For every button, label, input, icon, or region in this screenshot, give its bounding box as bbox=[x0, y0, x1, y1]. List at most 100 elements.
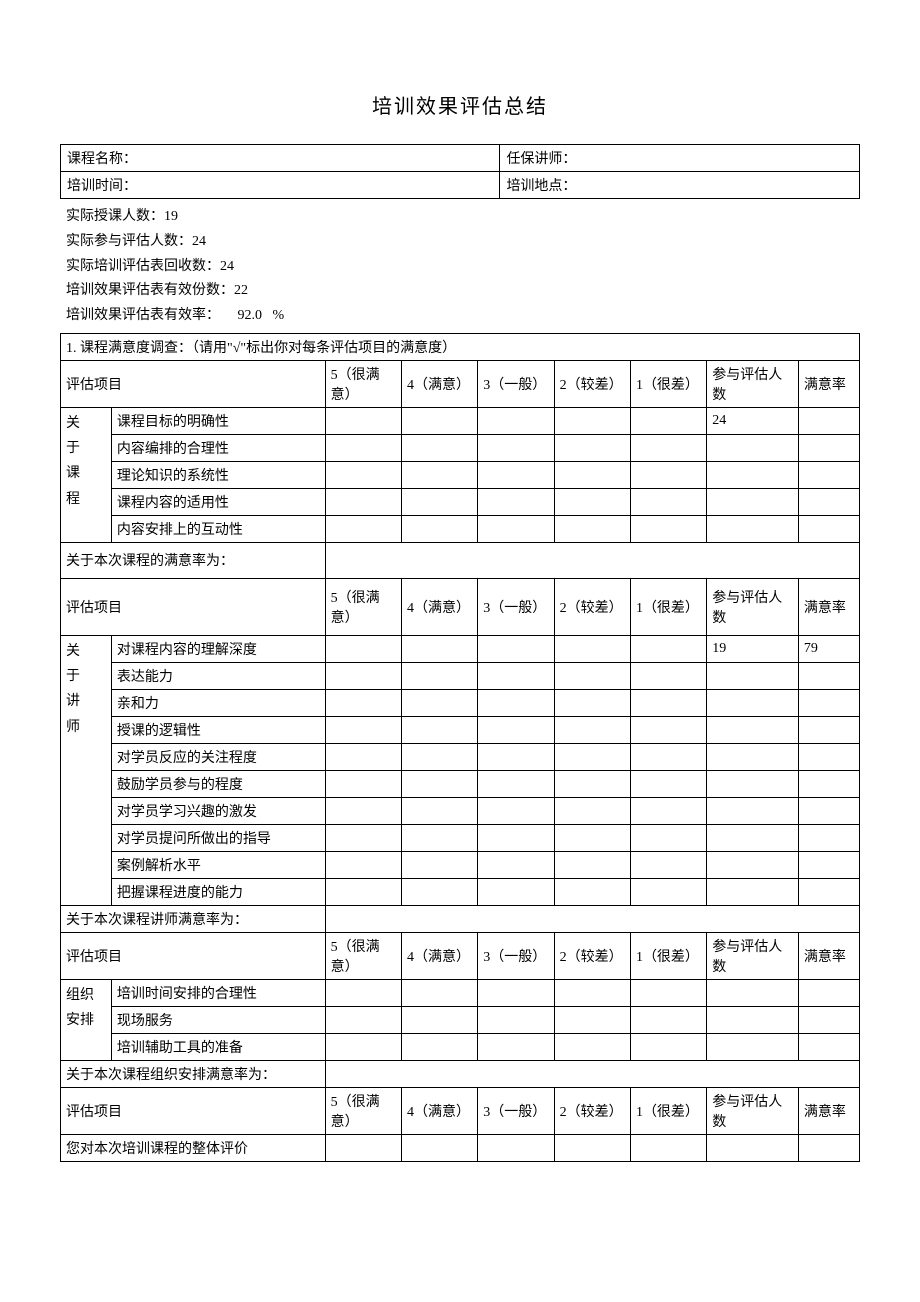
participants-cell: 19 bbox=[707, 635, 799, 662]
table-row: 把握课程进度的能力 bbox=[61, 878, 860, 905]
stat-eval: 实际参与评估人数：24 bbox=[66, 230, 854, 254]
rating-cell bbox=[325, 824, 401, 851]
item-label: 对学员学习兴趣的激发 bbox=[111, 797, 325, 824]
col-participants: 参与评估人数 bbox=[707, 360, 799, 407]
item-label: 对学员反应的关注程度 bbox=[111, 743, 325, 770]
rating-cell bbox=[401, 407, 477, 434]
rating-cell bbox=[401, 716, 477, 743]
rating-cell bbox=[401, 878, 477, 905]
col-satisfaction: 满意率 bbox=[798, 1087, 859, 1134]
participants-cell bbox=[707, 1134, 799, 1161]
rating-cell bbox=[325, 716, 401, 743]
rating-cell bbox=[554, 662, 630, 689]
table-row: 内容编排的合理性 bbox=[61, 434, 860, 461]
rating-cell bbox=[554, 716, 630, 743]
rating-cell bbox=[401, 1134, 477, 1161]
col-r5: 5（很满意） bbox=[325, 360, 401, 407]
rating-cell bbox=[630, 407, 706, 434]
rating-cell bbox=[630, 851, 706, 878]
rating-cell bbox=[325, 979, 401, 1006]
item-label: 对学员提问所做出的指导 bbox=[111, 824, 325, 851]
rating-cell bbox=[401, 515, 477, 542]
rate-cell bbox=[798, 878, 859, 905]
item-label: 培训辅助工具的准备 bbox=[111, 1033, 325, 1060]
participants-cell bbox=[707, 979, 799, 1006]
rate-cell bbox=[798, 851, 859, 878]
col-r2: 2（较差） bbox=[554, 1087, 630, 1134]
summary-label: 关于本次课程组织安排满意率为： bbox=[61, 1060, 326, 1087]
rating-cell bbox=[554, 515, 630, 542]
table-row: 表达能力 bbox=[61, 662, 860, 689]
rating-cell bbox=[401, 434, 477, 461]
rate-cell bbox=[798, 1033, 859, 1060]
table-row: 关 于 讲 师 对课程内容的理解深度 19 79 bbox=[61, 635, 860, 662]
rating-cell bbox=[478, 635, 554, 662]
table-row: 组织 安排 培训时间安排的合理性 bbox=[61, 979, 860, 1006]
rating-cell bbox=[554, 689, 630, 716]
col-r3: 3（一般） bbox=[478, 932, 554, 979]
col-eval-item: 评估项目 bbox=[61, 1087, 326, 1134]
section1-summary: 关于本次课程的满意率为： bbox=[61, 542, 860, 578]
item-label: 内容编排的合理性 bbox=[111, 434, 325, 461]
participants-cell bbox=[707, 689, 799, 716]
rate-cell bbox=[798, 716, 859, 743]
section3-summary: 关于本次课程组织安排满意率为： bbox=[61, 1060, 860, 1087]
stat-rate: 培训效果评估表有效率： 92.0 % bbox=[66, 304, 854, 328]
table-row: 您对本次培训课程的整体评价 bbox=[61, 1134, 860, 1161]
rating-cell bbox=[478, 488, 554, 515]
survey-instruction: 1. 课程满意度调查：（请用"√"标出你对每条评估项目的满意度） bbox=[61, 333, 860, 360]
rate-cell bbox=[798, 434, 859, 461]
rating-cell bbox=[478, 979, 554, 1006]
rate-cell bbox=[798, 824, 859, 851]
item-label: 案例解析水平 bbox=[111, 851, 325, 878]
rating-cell bbox=[401, 851, 477, 878]
table-row: 现场服务 bbox=[61, 1006, 860, 1033]
rate-cell bbox=[798, 407, 859, 434]
header-table: 课程名称： 任保讲师： 培训时间： 培训地点： bbox=[60, 144, 860, 199]
rating-cell bbox=[325, 743, 401, 770]
col-r5: 5（很满意） bbox=[325, 932, 401, 979]
col-r4: 4（满意） bbox=[401, 1087, 477, 1134]
rating-cell bbox=[478, 461, 554, 488]
rating-cell bbox=[325, 434, 401, 461]
table-row: 培训辅助工具的准备 bbox=[61, 1033, 860, 1060]
table-row: 授课的逻辑性 bbox=[61, 716, 860, 743]
rating-cell bbox=[630, 461, 706, 488]
item-label: 培训时间安排的合理性 bbox=[111, 979, 325, 1006]
item-label: 现场服务 bbox=[111, 1006, 325, 1033]
rating-cell bbox=[630, 716, 706, 743]
item-label: 对课程内容的理解深度 bbox=[111, 635, 325, 662]
rating-cell bbox=[630, 979, 706, 1006]
rate-cell bbox=[798, 689, 859, 716]
rating-cell bbox=[630, 689, 706, 716]
col-r3: 3（一般） bbox=[478, 578, 554, 635]
rating-cell bbox=[478, 1006, 554, 1033]
rating-cell bbox=[554, 461, 630, 488]
section1-header-row: 评估项目 5（很满意） 4（满意） 3（一般） 2（较差） 1（很差） 参与评估… bbox=[61, 360, 860, 407]
rate-cell bbox=[798, 488, 859, 515]
rating-cell bbox=[478, 434, 554, 461]
rating-cell bbox=[554, 878, 630, 905]
rating-cell bbox=[554, 851, 630, 878]
col-participants: 参与评估人数 bbox=[707, 578, 799, 635]
rating-cell bbox=[630, 635, 706, 662]
participants-cell bbox=[707, 878, 799, 905]
training-time-cell: 培训时间： bbox=[61, 172, 500, 199]
table-row: 对学员学习兴趣的激发 bbox=[61, 797, 860, 824]
rating-cell bbox=[630, 1134, 706, 1161]
rate-cell bbox=[798, 979, 859, 1006]
table-row: 理论知识的系统性 bbox=[61, 461, 860, 488]
section3-category: 组织 安排 bbox=[61, 979, 112, 1060]
rating-cell bbox=[630, 1006, 706, 1033]
rating-cell bbox=[478, 1033, 554, 1060]
item-label: 课程目标的明确性 bbox=[111, 407, 325, 434]
col-r5: 5（很满意） bbox=[325, 1087, 401, 1134]
table-row: 关 于 课 程 课程目标的明确性 24 bbox=[61, 407, 860, 434]
col-eval-item: 评估项目 bbox=[61, 360, 326, 407]
item-label: 把握课程进度的能力 bbox=[111, 878, 325, 905]
rating-cell bbox=[630, 662, 706, 689]
rating-cell bbox=[554, 635, 630, 662]
participants-cell bbox=[707, 743, 799, 770]
participants-cell bbox=[707, 824, 799, 851]
instructor-cell: 任保讲师： bbox=[500, 145, 860, 172]
